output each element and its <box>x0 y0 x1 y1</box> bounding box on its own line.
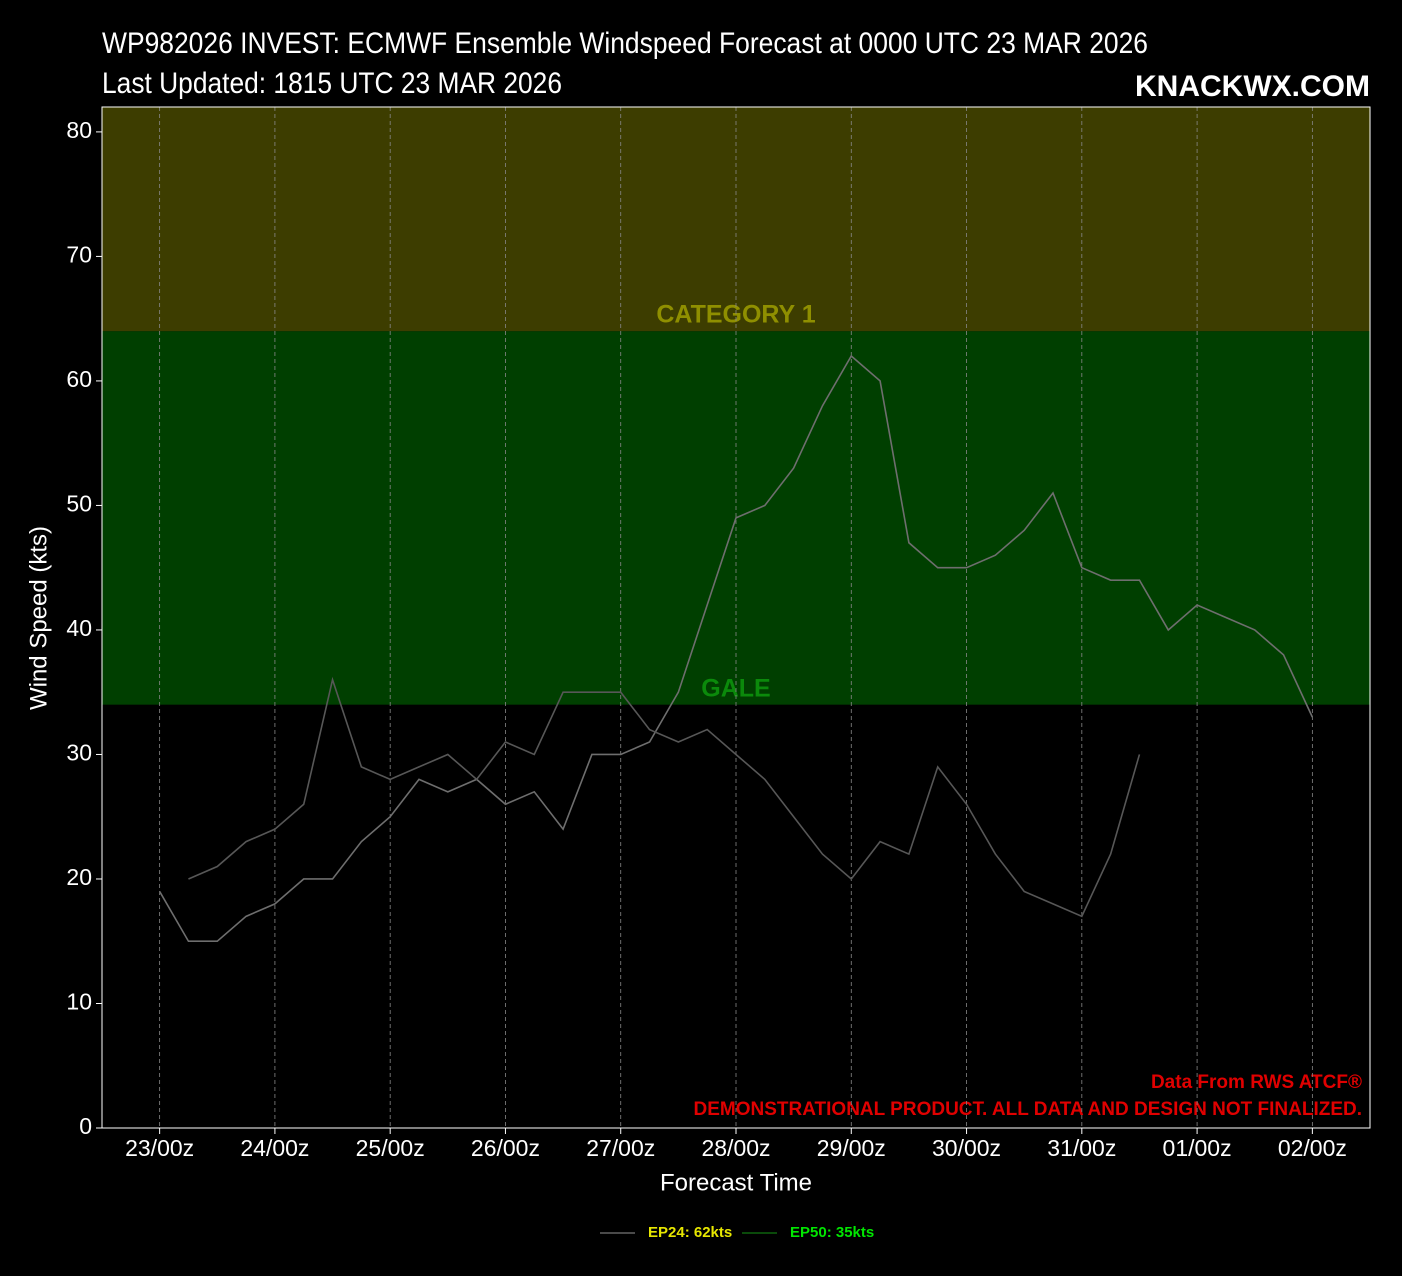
x-tick-label: 24/00z <box>240 1135 309 1161</box>
x-tick-label: 29/00z <box>817 1135 886 1161</box>
x-tick-label: 26/00z <box>471 1135 540 1161</box>
x-tick-label: 27/00z <box>586 1135 655 1161</box>
annotation: DEMONSTRATIONAL PRODUCT. ALL DATA AND DE… <box>694 1099 1363 1120</box>
legend-label: EP24: 62kts <box>648 1224 732 1241</box>
x-tick-label: 02/00z <box>1278 1135 1347 1161</box>
chart-title: WP982026 INVEST: ECMWF Ensemble Windspee… <box>102 27 1148 60</box>
x-tick-label: 31/00z <box>1047 1135 1116 1161</box>
y-tick-label: 80 <box>66 117 92 143</box>
x-tick-label: 23/00z <box>125 1135 194 1161</box>
y-axis-label: Wind Speed (kts) <box>25 526 52 710</box>
y-tick-label: 50 <box>66 491 92 517</box>
legend-label: EP50: 35kts <box>790 1224 874 1241</box>
x-tick-label: 01/00z <box>1163 1135 1232 1161</box>
y-tick-label: 30 <box>66 740 92 766</box>
annotation: Data From RWS ATCF® <box>1151 1072 1362 1093</box>
series-line <box>188 676 1141 918</box>
y-tick-label: 0 <box>79 1113 92 1139</box>
series-line <box>158 354 1314 943</box>
y-tick-label: 40 <box>66 615 92 641</box>
source: KNACKWX.COM <box>1135 70 1370 103</box>
plot-frame <box>101 106 1371 1129</box>
x-tick-label: 30/00z <box>932 1135 1001 1161</box>
y-tick-label: 60 <box>66 366 92 392</box>
y-tick-label: 10 <box>66 989 92 1015</box>
x-axis-label: Forecast Time <box>660 1169 812 1196</box>
x-tick-label: 28/00z <box>701 1135 770 1161</box>
chart-subtitle: Last Updated: 1815 UTC 23 MAR 2026 <box>102 67 562 100</box>
y-tick-label: 20 <box>66 864 92 890</box>
x-tick-label: 25/00z <box>356 1135 425 1161</box>
y-tick-label: 70 <box>66 241 92 267</box>
